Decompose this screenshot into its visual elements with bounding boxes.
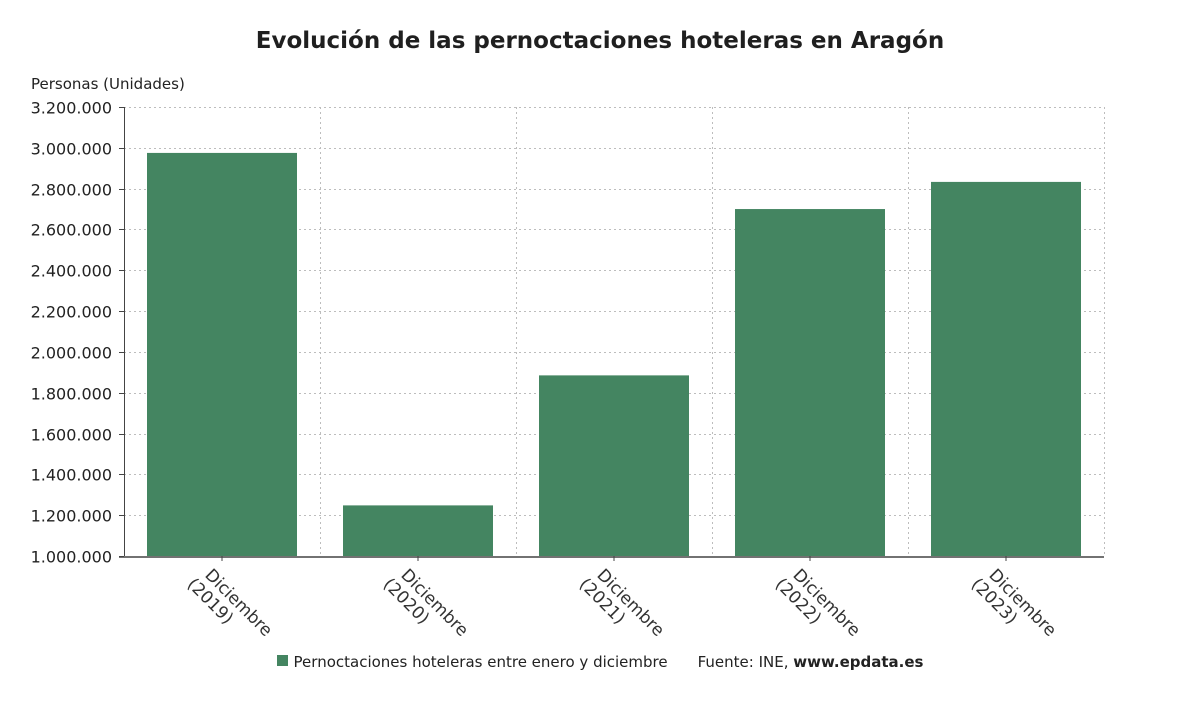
y-tick-labels: 1.000.000 1.200.000 1.400.000 1.600.000 1.80… bbox=[31, 99, 112, 567]
y-axis-label: Personas (Unidades) bbox=[31, 75, 185, 93]
y-tick-label: 1.200.000 bbox=[31, 507, 112, 526]
bar bbox=[147, 152, 297, 556]
y-tick-label: 2.800.000 bbox=[31, 181, 112, 200]
source-note: Fuente: INE, www.epdata.es bbox=[698, 653, 924, 671]
source-site: www.epdata.es bbox=[793, 653, 924, 671]
x-tick-label: Diciembre(2019) bbox=[183, 565, 276, 641]
y-tick-label: 1.600.000 bbox=[31, 426, 112, 445]
x-tick-label: Diciembre(2020) bbox=[379, 565, 472, 641]
y-tick-label: 2.200.000 bbox=[31, 303, 112, 322]
bars-layer bbox=[147, 152, 1081, 556]
source-prefix: Fuente: INE, bbox=[697, 653, 789, 671]
bar bbox=[343, 505, 493, 556]
y-tick-label: 1.400.000 bbox=[31, 466, 112, 485]
y-tick-label: 1.800.000 bbox=[31, 385, 112, 404]
legend-swatch bbox=[276, 655, 288, 666]
y-tick-label: 3.200.000 bbox=[31, 99, 112, 118]
y-tick-label: 2.600.000 bbox=[31, 221, 112, 240]
legend-label: Pernoctaciones hoteleras entre enero y d… bbox=[293, 653, 668, 671]
chart-title: Evolución de las pernoctaciones hotelera… bbox=[255, 28, 945, 54]
y-tick-label: 1.000.000 bbox=[31, 548, 112, 567]
bar bbox=[931, 181, 1081, 556]
x-tick-label: Diciembre(2022) bbox=[771, 565, 864, 641]
y-tick-label: 2.400.000 bbox=[31, 262, 112, 281]
x-tick-labels: Diciembre(2019) Diciembre(2020) Diciembre(… bbox=[183, 565, 1060, 641]
legend: Pernoctaciones hoteleras entre enero y d… bbox=[0, 653, 1200, 671]
bar bbox=[735, 209, 885, 556]
x-tick-label: Diciembre(2023) bbox=[967, 565, 1060, 641]
axes-layer bbox=[119, 107, 1104, 561]
y-tick-label: 3.000.000 bbox=[31, 140, 112, 159]
bar bbox=[539, 375, 689, 556]
x-tick-label: Diciembre(2021) bbox=[575, 565, 668, 641]
y-tick-label: 2.000.000 bbox=[31, 344, 112, 363]
